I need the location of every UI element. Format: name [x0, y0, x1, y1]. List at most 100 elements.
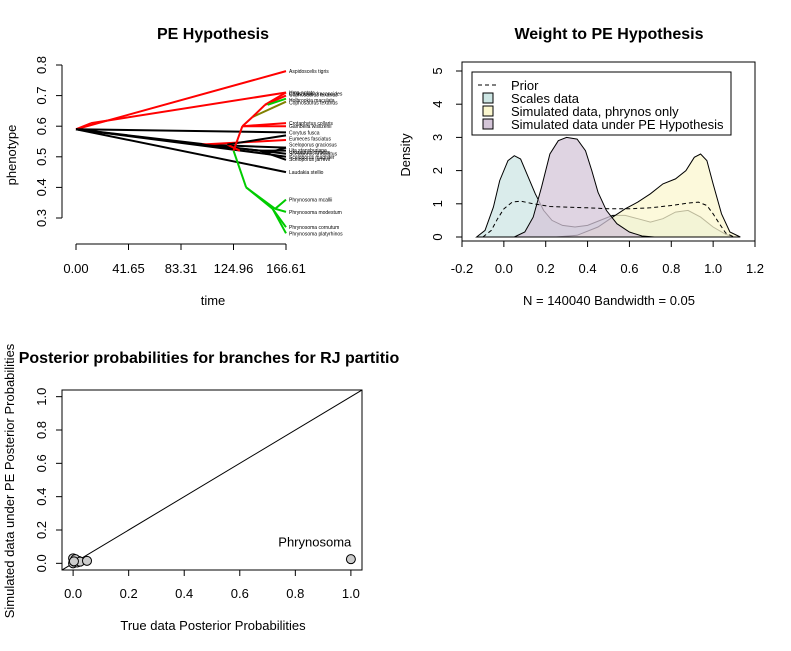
x-axis: -0.2 0.0 0.2 0.4 0.6 0.8 1.0 1.2 [451, 241, 764, 276]
y-tick-label: 0.3 [34, 209, 49, 227]
tree-branch [252, 100, 287, 118]
x-axis-label: N = 140040 Bandwidth = 0.05 [523, 293, 695, 308]
tip-label: Corytus fusca [289, 130, 320, 136]
tree-branch [264, 94, 287, 106]
pe-hypothesis-panel: PE Hypothesis 0.3 0.4 0.5 0.6 0.7 0.8 0.00 41.… [4, 26, 343, 308]
tree-branch [274, 207, 287, 213]
tip-label: Urosaurus ornatus [289, 150, 331, 156]
posterior-panel: Posterior probabilities for branches for… [2, 343, 399, 633]
y-axis: 0.0 0.2 0.4 0.6 0.8 1.0 [34, 388, 63, 572]
tip-label: Sceloporus jarrovii [289, 157, 330, 163]
scatter-plot [62, 390, 362, 570]
x-axis-label: time [201, 293, 226, 308]
legend-scales-label: Scales data [511, 91, 580, 106]
weight-title: Weight to PE Hypothesis [514, 26, 703, 43]
y-tick-label: 0.5 [34, 148, 49, 166]
tip-label: Callisaurus draconoides [289, 91, 343, 97]
y-axis-label: Density [398, 133, 413, 177]
tip-label: Gambelia wislizenii [289, 124, 332, 130]
y-tick-label: 0.2 [34, 521, 49, 539]
y-tick-label: 2 [430, 167, 445, 174]
tip-label: Sceloporus graciosus [289, 143, 337, 149]
tip-label: Cophosaurus texanus [289, 101, 338, 107]
y-tick-label: 4 [430, 101, 445, 108]
legend-phrynos-swatch [482, 105, 494, 117]
legend-scales-swatch [482, 92, 494, 104]
x-tick-label: 0.0 [64, 586, 82, 601]
tip-label: Laudakia stellio [289, 170, 324, 176]
y-axis: 0 1 2 3 4 5 [430, 67, 463, 241]
prior-density-curve [482, 200, 735, 238]
tree-branches [75, 70, 287, 234]
x-tick-label: 0.6 [620, 261, 638, 276]
x-axis: 0.00 41.65 83.31 124.96 166.61 [63, 243, 306, 276]
x-axis-label: True data Posterior Probabilities [120, 618, 306, 633]
y-tick-label: 3 [430, 134, 445, 141]
tree-branch [241, 116, 254, 127]
x-tick-label: 124.96 [214, 261, 254, 276]
tree-branch [251, 104, 266, 118]
posterior-title: Posterior probabilities for branches for… [19, 350, 400, 367]
tip-label: Uta stansburiana [289, 148, 327, 154]
y-tick-label: 0.8 [34, 421, 49, 439]
x-axis: 0.0 0.2 0.4 0.6 0.8 1.0 [64, 569, 360, 601]
y-tick-label: 0 [430, 233, 445, 240]
tree-branch [90, 91, 287, 125]
tree-branch [232, 125, 244, 152]
y-tick-label: 1.0 [34, 388, 49, 406]
density-curves [475, 136, 741, 238]
legend-prior-label: Prior [511, 78, 539, 93]
pe-hypothesis-title: PE Hypothesis [157, 26, 269, 43]
x-tick-label: 0.8 [662, 261, 680, 276]
tip-label: Eumeces fasciatus [289, 136, 331, 142]
y-tick-label: 0.6 [34, 117, 49, 135]
y-tick-label: 0.8 [34, 56, 49, 74]
x-tick-label: 0.8 [286, 586, 304, 601]
density-area [514, 136, 655, 238]
y-tick-label: 0.4 [34, 488, 49, 506]
x-tick-label: 1.2 [746, 261, 764, 276]
tree-branch [75, 122, 92, 131]
identity-line [62, 390, 362, 570]
tree-branch [232, 150, 248, 188]
tip-label: Uma notata [289, 91, 315, 97]
tree-branch [264, 146, 287, 155]
x-tick-label: 41.65 [112, 261, 145, 276]
x-tick-label: 0.2 [120, 586, 138, 601]
y-tick-label: 5 [430, 67, 445, 74]
y-tick-label: 0.4 [34, 178, 49, 196]
tip-label: Phrynosoma mcallii [289, 198, 332, 204]
tip-label: Cophosaurus texanus [289, 93, 338, 99]
phrynosoma-annotation: Phrynosoma [278, 535, 352, 550]
y-tick-label: 0.0 [34, 554, 49, 572]
tree-branch [245, 186, 274, 210]
y-axis: 0.3 0.4 0.5 0.6 0.7 0.8 [34, 56, 63, 227]
x-tick-label: 0.4 [175, 586, 193, 601]
y-tick-label: 0.7 [34, 87, 49, 105]
tip-label: Crotaphytus collaris [289, 121, 333, 127]
tree-branch [259, 149, 287, 161]
legend-pe-label: Simulated data under PE Hypothesis [511, 117, 724, 132]
tip-label: Sceloporus undulatus [289, 152, 338, 158]
tip-label: Phrynosoma modestum [289, 210, 342, 216]
y-axis-label: phenotype [4, 125, 19, 186]
tree-branch [274, 198, 287, 210]
tip-label: Phrynosoma platyrhinos [289, 231, 343, 237]
x-tick-label: 1.0 [704, 261, 722, 276]
y-axis-label: Simulated data under PE Posterior Probab… [2, 343, 17, 618]
x-tick-label: -0.2 [451, 261, 473, 276]
tree-branch [271, 208, 287, 234]
legend-box [471, 71, 732, 136]
tree-branch [226, 143, 241, 152]
legend-phrynos-label: Simulated data, phrynos only [511, 104, 679, 119]
y-tick-label: 0.6 [34, 454, 49, 472]
scatter-point [68, 556, 79, 567]
weight-panel: Weight to PE Hypothesis 0 1 2 3 4 5 -0.2 0.0 0.… [398, 26, 764, 308]
x-tick-label: 0.4 [579, 261, 597, 276]
x-tick-label: 0.2 [537, 261, 555, 276]
legend-pe-swatch [482, 118, 494, 130]
x-tick-label: 0.00 [63, 261, 88, 276]
legend: Prior Scales data Simulated data, phryno… [471, 71, 732, 136]
tree-branch [75, 128, 287, 134]
